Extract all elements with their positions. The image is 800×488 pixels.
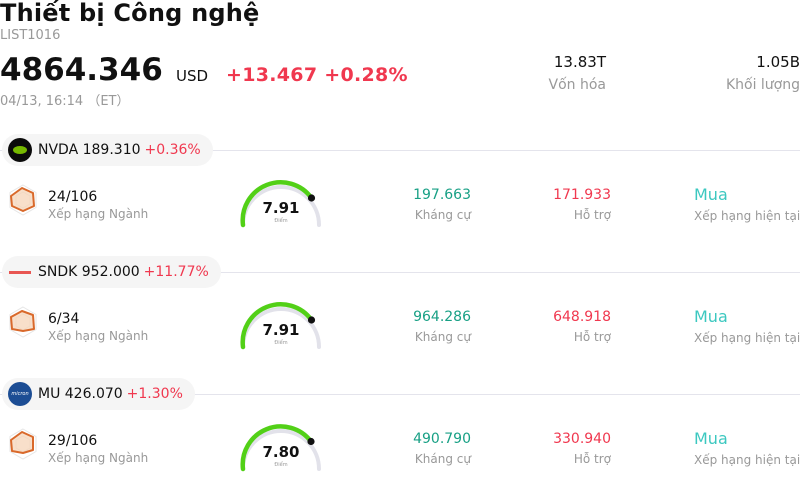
market-cap-stat: 13.83T Vốn hóa [549, 53, 606, 93]
support-metric: 330.940 Hỗ trợ [553, 431, 611, 466]
industry-rank-value: 6/34 [48, 311, 80, 327]
industry-rank-label: Xếp hạng Ngành [48, 329, 149, 343]
gauge-arc-icon [240, 302, 321, 350]
ticker-price: NVDA 189.310 [38, 142, 141, 158]
support-metric: 648.918 Hỗ trợ [553, 309, 611, 344]
nvidia-logo-icon [8, 138, 32, 162]
stock-section-sndk: SNDK 952.000 +11.77% 6/34 Xếp hạng Ngành… [0, 256, 800, 378]
score-value: 7.80 [262, 443, 300, 461]
timestamp: 04/13, 16:14 （ET） [0, 94, 130, 109]
score-label: Điểm [274, 340, 288, 346]
support-label: Hỗ trợ [573, 330, 611, 344]
resistance-value: 964.286 [413, 309, 471, 325]
stock-pill-sndk[interactable]: SNDK 952.000 +11.77% [2, 256, 221, 288]
resistance-value: 197.663 [413, 187, 471, 203]
index-code: LIST1016 [0, 28, 61, 43]
ticker-change: +0.36% [144, 142, 201, 158]
score-label: Điểm [274, 218, 288, 224]
ticker-change: +1.30% [126, 386, 183, 402]
industry-rank-value: 24/106 [48, 189, 98, 205]
score-gauge: 7.91 Điểm [236, 178, 326, 228]
score-value: 7.91 [262, 321, 300, 339]
currency-label: USD [176, 67, 209, 85]
score-label: Điểm [274, 462, 288, 468]
resistance-value: 490.790 [413, 431, 471, 447]
stock-pill-mu[interactable]: micron MU 426.070 +1.30% [2, 378, 195, 410]
resistance-label: Kháng cự [414, 208, 471, 222]
volume-stat: 1.05B Khối lượng [726, 53, 800, 93]
section-divider [0, 394, 800, 395]
resistance-label: Kháng cự [414, 330, 471, 344]
price-change: +13.467 +0.28% [226, 64, 408, 86]
resistance-metric: 964.286 Kháng cự [413, 309, 471, 344]
market-cap-value: 13.83T [553, 53, 606, 71]
score-gauge: 7.80 Điểm [236, 422, 326, 472]
stock-section-mu: micron MU 426.070 +1.30% 29/106 Xếp hạng… [0, 378, 800, 488]
score-gauge: 7.91 Điểm [236, 300, 326, 350]
resistance-label: Kháng cự [414, 452, 471, 466]
rating-label: Xếp hạng hiện tại [694, 331, 800, 345]
page-title: Thiết bị Công nghệ [0, 0, 260, 27]
current-rating: Mua Xếp hạng hiện tại [694, 429, 800, 467]
resistance-metric: 197.663 Kháng cự [413, 187, 471, 222]
gauge-arc-icon [240, 424, 321, 472]
radar-hexagon-icon [9, 428, 37, 460]
support-value: 330.940 [553, 431, 611, 447]
volume-value: 1.05B [756, 53, 800, 71]
rating-value: Mua [694, 307, 728, 326]
support-label: Hỗ trợ [573, 208, 611, 222]
current-rating: Mua Xếp hạng hiện tại [694, 185, 800, 223]
industry-rank-value: 29/106 [48, 433, 98, 449]
rating-value: Mua [694, 429, 728, 448]
current-rating: Mua Xếp hạng hiện tại [694, 307, 800, 345]
support-value: 648.918 [553, 309, 611, 325]
radar-hexagon-icon [9, 184, 37, 216]
market-cap-label: Vốn hóa [548, 77, 606, 93]
ticker-change: +11.77% [143, 264, 209, 280]
resistance-metric: 490.790 Kháng cự [413, 431, 471, 466]
rating-label: Xếp hạng hiện tại [694, 209, 800, 223]
radar-hexagon-icon [9, 306, 37, 338]
rating-label: Xếp hạng hiện tại [694, 453, 800, 467]
support-metric: 171.933 Hỗ trợ [553, 187, 611, 222]
micron-logo-icon: micron [8, 382, 32, 406]
industry-rank-label: Xếp hạng Ngành [48, 451, 149, 465]
sandisk-logo-icon [8, 260, 32, 284]
stock-pill-nvda[interactable]: NVDA 189.310 +0.36% [2, 134, 213, 166]
rating-value: Mua [694, 185, 728, 204]
ticker-price: MU 426.070 [38, 386, 123, 402]
gauge-arc-icon [240, 180, 321, 228]
score-value: 7.91 [262, 199, 300, 217]
ticker-price: SNDK 952.000 [38, 264, 140, 280]
stock-section-nvda: NVDA 189.310 +0.36% 24/106 Xếp hạng Ngàn… [0, 134, 800, 256]
section-divider [0, 272, 800, 273]
industry-rank-label: Xếp hạng Ngành [48, 207, 149, 221]
volume-label: Khối lượng [725, 77, 800, 93]
support-label: Hỗ trợ [573, 452, 611, 466]
index-price: 4864.346 [0, 52, 163, 88]
section-divider [0, 150, 800, 151]
support-value: 171.933 [553, 187, 611, 203]
